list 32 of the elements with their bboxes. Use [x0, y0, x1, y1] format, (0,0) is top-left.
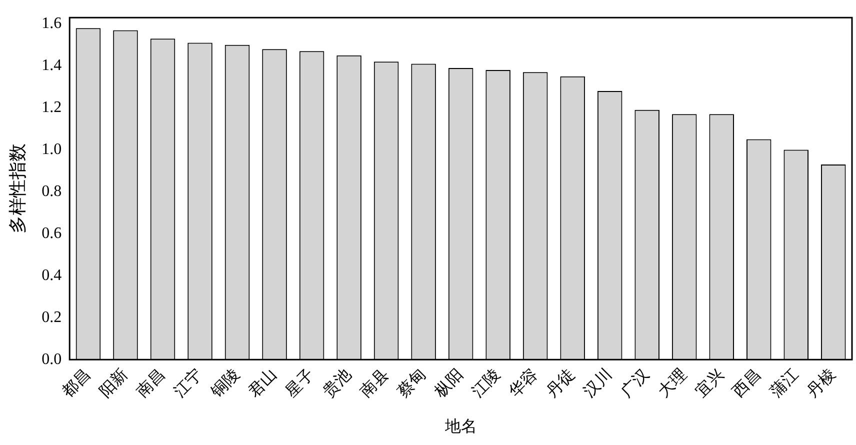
x-tick-label: 铜陵 — [206, 365, 244, 402]
x-tick-label: 蔡甸 — [394, 365, 430, 401]
x-tick-label: 大理 — [654, 365, 690, 401]
x-tick-label: 汉川 — [580, 365, 616, 401]
y-tick-label: 0.4 — [42, 266, 62, 284]
x-tick-label: 华容 — [506, 365, 542, 401]
y-tick-label: 1.6 — [42, 15, 62, 32]
x-tick-label: 丹徒 — [543, 365, 578, 401]
x-tick-label: 江陵 — [468, 365, 504, 401]
y-tick-label: 1.4 — [42, 57, 62, 74]
y-tick-label: 0.8 — [42, 182, 62, 200]
y-tick-label: 0.6 — [42, 224, 62, 242]
x-tick-label: 南昌 — [133, 365, 169, 401]
y-axis-title: 多样性指数 — [8, 144, 28, 234]
x-tick-label: 南县 — [356, 365, 392, 401]
x-tick-label: 丹棱 — [804, 365, 840, 401]
x-tick-label: 蒲江 — [766, 365, 802, 401]
x-tick-label: 枞阳 — [431, 366, 467, 402]
x-tick-label: 都昌 — [58, 365, 94, 401]
x-tick-label: 西昌 — [730, 366, 765, 401]
y-tick-label: 1.2 — [42, 99, 62, 116]
x-tick-label: 贵池 — [319, 365, 355, 401]
x-tick-label: 宜兴 — [692, 365, 728, 401]
x-tick-label: 阳新 — [96, 365, 132, 401]
x-tick-label: 君山 — [244, 365, 280, 401]
x-tick-label: 江宁 — [170, 365, 206, 401]
x-axis-title: 地名 — [444, 418, 477, 436]
y-tick-label: 0.2 — [42, 308, 62, 326]
y-tick-label: 0.0 — [42, 350, 62, 368]
x-tick-label: 星子 — [282, 366, 318, 401]
x-tick-label: 广汉 — [618, 365, 653, 401]
y-tick-label: 1.0 — [42, 140, 62, 158]
